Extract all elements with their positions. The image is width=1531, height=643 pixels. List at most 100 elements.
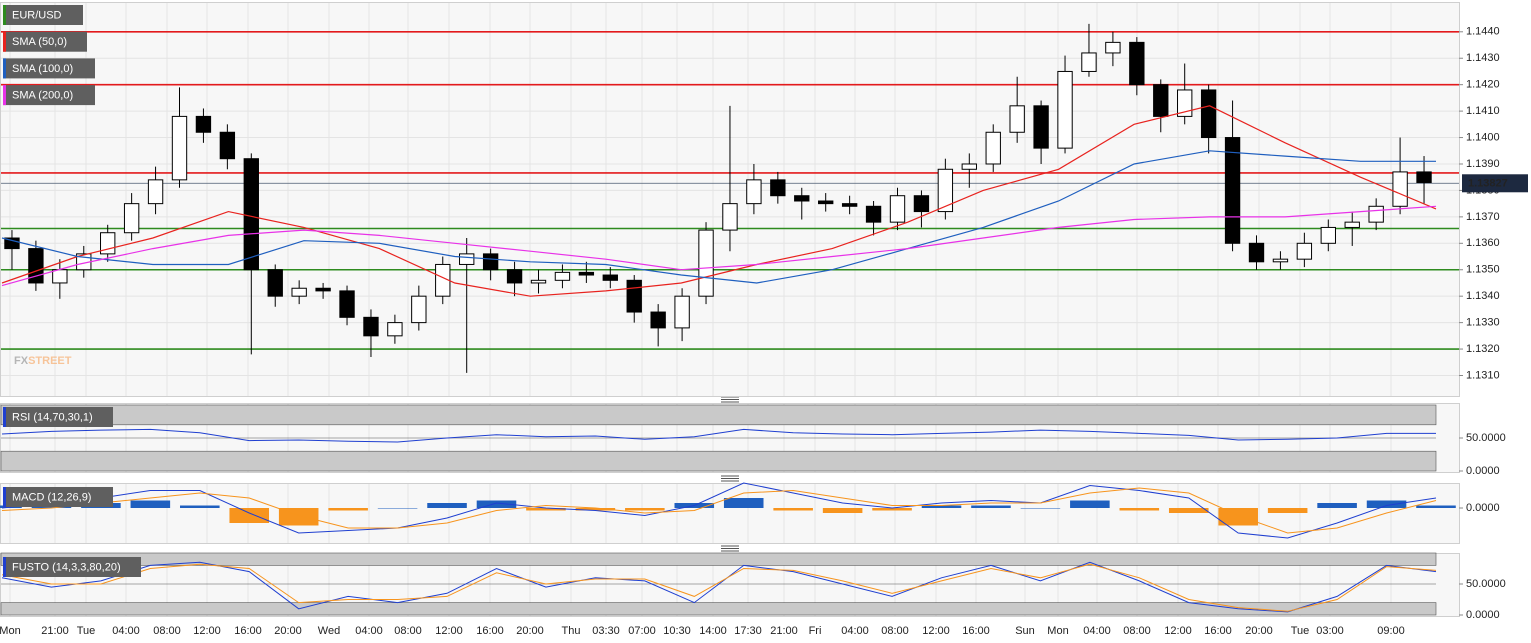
sma-line xyxy=(1,150,1436,284)
legend-label: EUR/USD xyxy=(12,9,62,21)
candle-body xyxy=(1320,226,1336,244)
candle-body xyxy=(841,203,858,207)
candle-body xyxy=(171,115,188,181)
candle-body xyxy=(1129,41,1145,86)
histogram-bar xyxy=(1267,508,1308,513)
x-tick-label: 12:00 xyxy=(435,625,463,637)
legend-box xyxy=(3,58,95,79)
x-tick-label: 08:00 xyxy=(881,625,909,637)
x-tick-label: 04:00 xyxy=(841,625,869,637)
x-tick-label: Sun xyxy=(1015,625,1035,637)
histogram-bar xyxy=(328,508,368,511)
x-tick-label: 12:00 xyxy=(922,625,950,637)
candle-body xyxy=(387,322,403,337)
y-tick-label: 1.1420 xyxy=(1466,79,1500,91)
y-tick-label: 1.1400 xyxy=(1466,131,1500,143)
histogram-bar xyxy=(130,500,171,508)
x-tick-label: Wed xyxy=(318,625,340,637)
histogram-bar xyxy=(921,505,962,508)
x-tick-label: 03:00 xyxy=(1316,625,1344,637)
x-tick-label: 09:00 xyxy=(1377,625,1405,637)
x-tick-label: 08:00 xyxy=(1123,625,1151,637)
x-tick-label: 16:00 xyxy=(476,625,504,637)
sma-line xyxy=(1,105,1437,297)
histogram-bar xyxy=(1020,508,1061,509)
x-tick-label: 08:00 xyxy=(153,625,181,637)
histogram-bar xyxy=(1416,505,1456,508)
y-tick-label: 0.0000 xyxy=(1466,502,1500,514)
candle-body xyxy=(602,274,618,281)
histogram-bar xyxy=(427,503,467,508)
candle-body xyxy=(219,131,236,160)
histogram-bar xyxy=(1119,508,1160,511)
candle-body xyxy=(1105,41,1121,54)
x-tick-label: 16:00 xyxy=(962,625,990,637)
candle-body xyxy=(1224,137,1241,244)
y-tick-label: 1.1350 xyxy=(1466,264,1500,276)
histogram-bar xyxy=(773,508,813,511)
candle-body xyxy=(4,237,20,250)
indicator-label-strip xyxy=(3,487,6,507)
histogram-bar xyxy=(377,508,418,509)
x-tick-label: Mon xyxy=(1047,625,1068,637)
candle-body xyxy=(267,269,283,297)
candle-body xyxy=(1368,205,1384,223)
candle-body xyxy=(1272,258,1289,263)
candle-body xyxy=(650,311,666,329)
x-tick-label: 12:00 xyxy=(193,625,221,637)
indicator-line xyxy=(1,563,1437,612)
candle-body xyxy=(865,205,882,223)
legend-box xyxy=(3,31,87,52)
x-tick-label: 21:00 xyxy=(41,625,69,637)
candle-body xyxy=(1392,171,1408,207)
x-tick-label: Fri xyxy=(809,625,822,637)
macd-line xyxy=(1,482,1437,539)
candle-body xyxy=(937,168,954,213)
legend-swatch xyxy=(3,31,6,52)
candle-body xyxy=(626,279,642,313)
y-tick-label: 1.1410 xyxy=(1466,105,1500,117)
candle-body xyxy=(52,269,68,284)
histogram-bar xyxy=(872,508,912,511)
x-tick-label: 12:00 xyxy=(1164,625,1192,637)
histogram-bar xyxy=(625,508,665,511)
legend-label: SMA (100,0) xyxy=(12,63,73,75)
histogram-bar xyxy=(1168,508,1209,513)
candle-body xyxy=(459,253,475,265)
candle-body xyxy=(794,195,810,202)
candle-body xyxy=(1081,52,1097,72)
legend-swatch xyxy=(3,58,6,79)
candle-body xyxy=(195,115,212,133)
legend-box xyxy=(3,5,83,25)
indicator-label-strip xyxy=(3,557,6,577)
y-tick-label: 1.1330 xyxy=(1466,317,1500,329)
indicator-label-box xyxy=(3,407,113,427)
histogram-bar xyxy=(723,498,764,508)
candle-body xyxy=(315,287,331,292)
indicator-label-strip xyxy=(3,407,6,427)
legend-swatch xyxy=(3,85,6,106)
indicator-label-box xyxy=(3,557,141,577)
x-tick-label: 10:30 xyxy=(663,625,691,637)
candle-body xyxy=(698,229,714,297)
candle-body xyxy=(339,290,355,318)
candle-body xyxy=(746,179,762,205)
histogram-bar xyxy=(1070,500,1110,508)
candle-body xyxy=(1033,105,1049,149)
histogram-bar xyxy=(229,508,270,523)
y-tick-label: 0.0000 xyxy=(1466,465,1500,477)
y-tick-label: 1.1430 xyxy=(1466,52,1500,64)
legend-swatch xyxy=(3,5,6,25)
candle-body xyxy=(818,200,834,205)
x-tick-label: 04:00 xyxy=(1083,625,1111,637)
logo-street: STREET xyxy=(28,355,72,367)
x-tick-label: Mon xyxy=(0,625,21,637)
y-tick-label: 1.1320 xyxy=(1466,343,1500,355)
histogram-bar xyxy=(971,505,1011,508)
x-tick-label: 04:00 xyxy=(112,625,140,637)
histogram-bar xyxy=(476,500,517,508)
logo: FXSTREET xyxy=(14,355,72,367)
histogram-bar xyxy=(180,505,220,508)
x-tick-label: 21:00 xyxy=(770,625,798,637)
